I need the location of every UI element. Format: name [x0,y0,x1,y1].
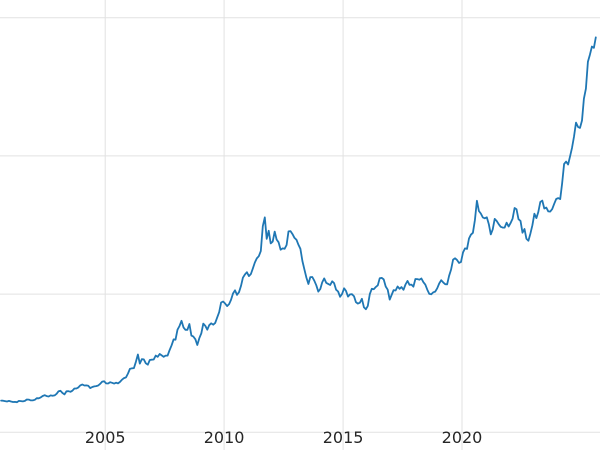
price-series-line [0,36,597,404]
